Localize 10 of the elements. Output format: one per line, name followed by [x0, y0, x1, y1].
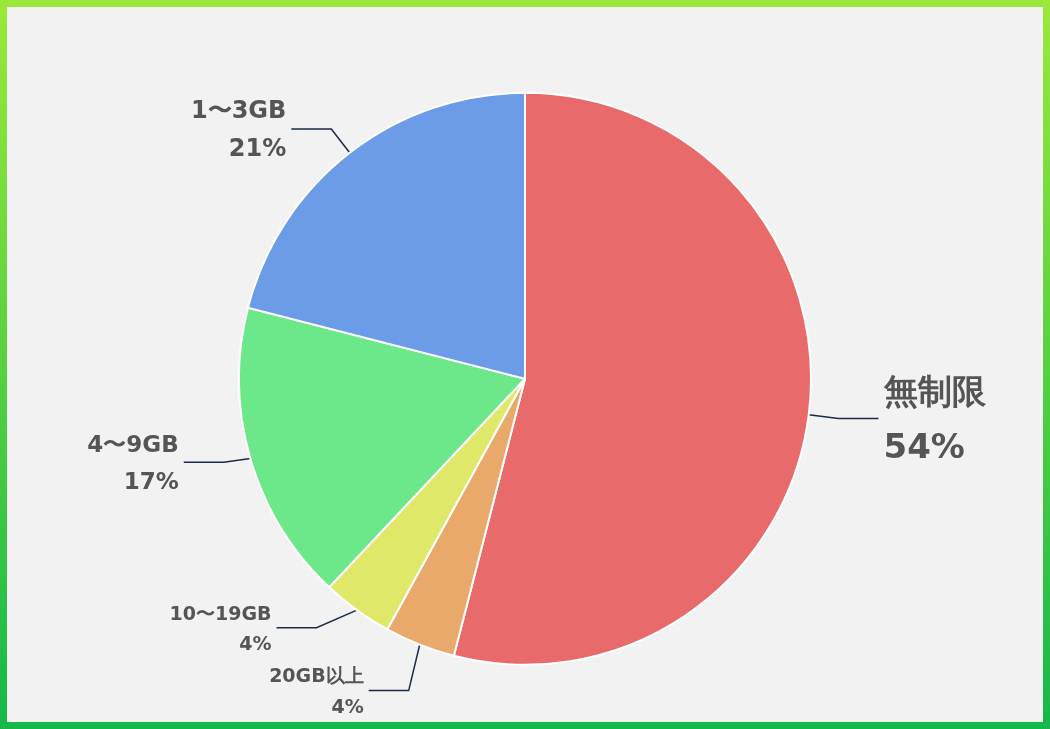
- slice-label: 10〜19GB: [169, 601, 272, 624]
- data-label: 21%: [228, 134, 287, 163]
- slice-label: 1〜3GB: [190, 95, 287, 124]
- slice-label: 20GB以上: [269, 664, 364, 687]
- data-label: 4%: [239, 632, 272, 654]
- slice-label: 無制限: [882, 371, 987, 412]
- data-label: 17%: [123, 467, 179, 494]
- data-label: 54%: [883, 425, 965, 466]
- data-label: 4%: [331, 694, 364, 717]
- slice-label: 4〜9GB: [87, 430, 179, 457]
